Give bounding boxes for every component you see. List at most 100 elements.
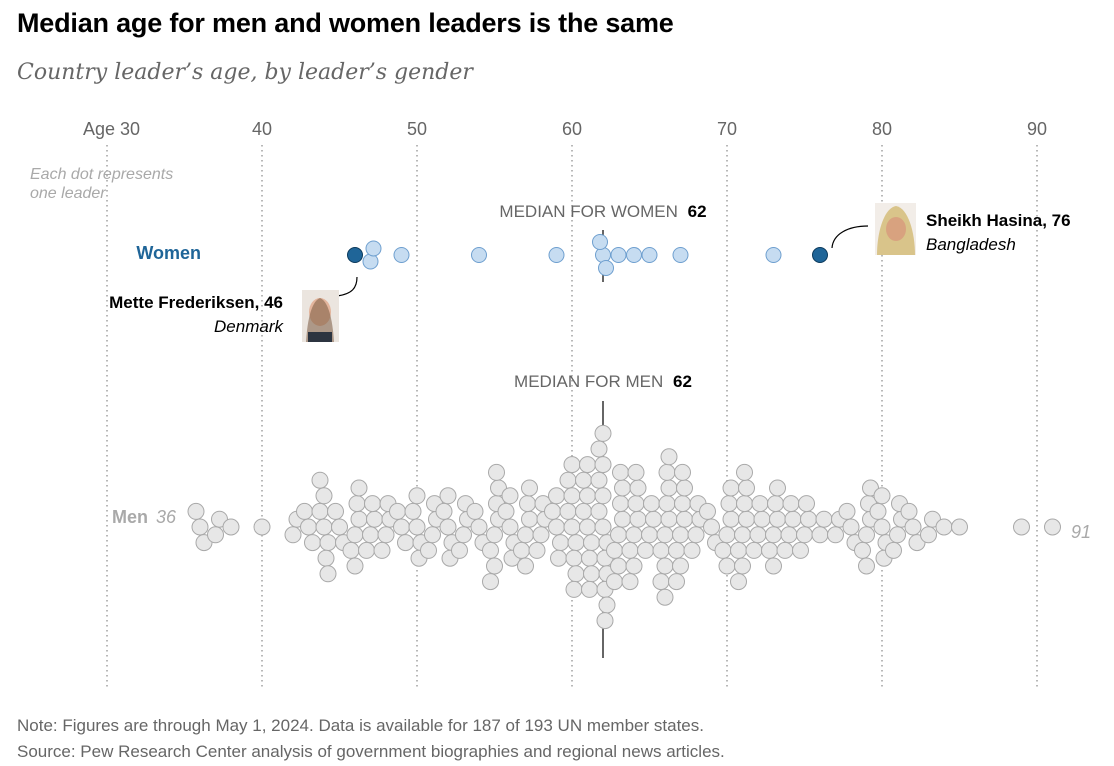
men-dot-73 (765, 526, 782, 544)
men-dot-67 (672, 526, 689, 544)
men-dot-67 (674, 495, 691, 513)
women-dot-62 (595, 247, 611, 263)
men-dot-42 (284, 526, 302, 544)
men-dot-62 (594, 456, 612, 474)
men-dot-49 (397, 534, 414, 552)
men-dot-40 (253, 518, 271, 536)
men-dot-85 (951, 518, 968, 536)
median-men-value: 62 (673, 372, 692, 391)
men-dot-46 (350, 479, 368, 497)
men-dot-76 (815, 510, 833, 528)
men-dot-59 (550, 549, 567, 567)
men-dot-56 (501, 487, 519, 505)
men-dot-77 (827, 526, 844, 544)
men-dot-59 (548, 487, 565, 505)
men-dot-51 (420, 541, 437, 559)
men-dot-57 (519, 495, 536, 513)
men-dot-61 (579, 518, 596, 536)
men-dot-61 (575, 471, 592, 489)
women-dot-49 (393, 247, 410, 263)
men-dot-84 (935, 518, 953, 536)
men-dot-70 (718, 526, 736, 544)
men-dot-71 (734, 526, 751, 544)
men-min-age-label: 36 (156, 507, 177, 527)
men-dot-62 (594, 487, 612, 505)
men-dot-57 (517, 526, 534, 544)
men-dot-64 (629, 479, 647, 497)
median-men-label: MEDIAN FOR MEN 62 (514, 372, 692, 391)
men-dot-52 (439, 487, 457, 505)
hasina-face (886, 217, 906, 241)
median-women-value: 62 (688, 202, 707, 221)
men-dot-68 (687, 526, 705, 544)
men-dot-58 (532, 526, 550, 544)
men-dot-78 (838, 502, 856, 520)
tick-label-80: 80 (872, 119, 892, 139)
men-dot-44 (319, 565, 337, 583)
men-dot-64 (627, 495, 645, 513)
men-dot-66 (656, 526, 674, 544)
frederiksen-connector (336, 276, 358, 297)
men-dot-44 (311, 471, 329, 489)
men-dot-80 (873, 518, 891, 536)
annotation-frederiksen: Mette Frederiksen, 46 Denmark (109, 276, 358, 342)
men-dot-60 (567, 534, 585, 552)
men-dot-71 (738, 479, 755, 497)
median-women-annotation: MEDIAN FOR WOMEN 62 (499, 202, 707, 282)
men-dot-69 (699, 502, 716, 520)
men-dot-46 (342, 541, 360, 559)
men-dot-66 (660, 510, 678, 528)
men-dot-66 (660, 479, 678, 497)
men-dot-78 (842, 518, 860, 536)
legend-note-line-2: one leader (30, 185, 106, 202)
men-dot-59 (548, 518, 565, 536)
men-dot-66 (658, 495, 676, 513)
men-dot-47 (362, 526, 379, 544)
men-dot-62 (594, 424, 612, 442)
men-dot-80 (869, 502, 887, 520)
men-dot-72 (751, 495, 769, 513)
men-dot-38 (222, 518, 240, 536)
men-dot-69 (703, 518, 720, 536)
series-label-men-group: Men 36 91 (112, 507, 1091, 542)
tick-label-90: 90 (1027, 119, 1047, 139)
men-dot-62 (594, 518, 612, 536)
men-dot-43 (296, 502, 313, 520)
legend-note-line-1: Each dot represents (30, 166, 173, 183)
men-dot-63 (612, 495, 629, 513)
men-dot-45 (331, 518, 348, 536)
men-dot-74 (784, 510, 802, 528)
men-dot-60 (559, 471, 577, 489)
men-dot-63 (606, 541, 623, 559)
hasina-connector (831, 225, 869, 249)
men-dot-81 (889, 526, 906, 544)
men-dot-74 (776, 541, 794, 559)
women-dot-47 (365, 240, 382, 257)
men-dot-70 (720, 495, 738, 513)
men-dot-64 (627, 463, 645, 481)
men-dot-44 (319, 534, 337, 552)
men-dot-62 (590, 440, 608, 458)
men-dot-67 (668, 541, 685, 559)
men-dot-60 (559, 502, 577, 520)
men-dot-71 (738, 510, 755, 528)
men-dot-50 (404, 502, 422, 520)
men-dot-57 (517, 557, 534, 575)
men-dot-72 (749, 526, 767, 544)
men-dot-56 (501, 518, 519, 536)
men-dot-43 (300, 518, 317, 536)
men-dot-63 (614, 510, 631, 528)
x-axis-ticks: Age 30 40 50 60 70 80 90 (83, 119, 1047, 139)
men-dot-91 (1044, 518, 1061, 536)
series-label-women: Women (136, 243, 201, 263)
women-dot-highlight-46 (347, 247, 363, 263)
men-dot-60 (563, 518, 581, 536)
men-dot-55 (488, 463, 505, 481)
men-dot-63 (606, 573, 623, 591)
men-dot-67 (676, 510, 693, 528)
men-dot-61 (575, 502, 592, 520)
men-dot-44 (311, 502, 329, 520)
women-dot-73 (765, 247, 782, 263)
men-dot-59 (544, 502, 561, 520)
